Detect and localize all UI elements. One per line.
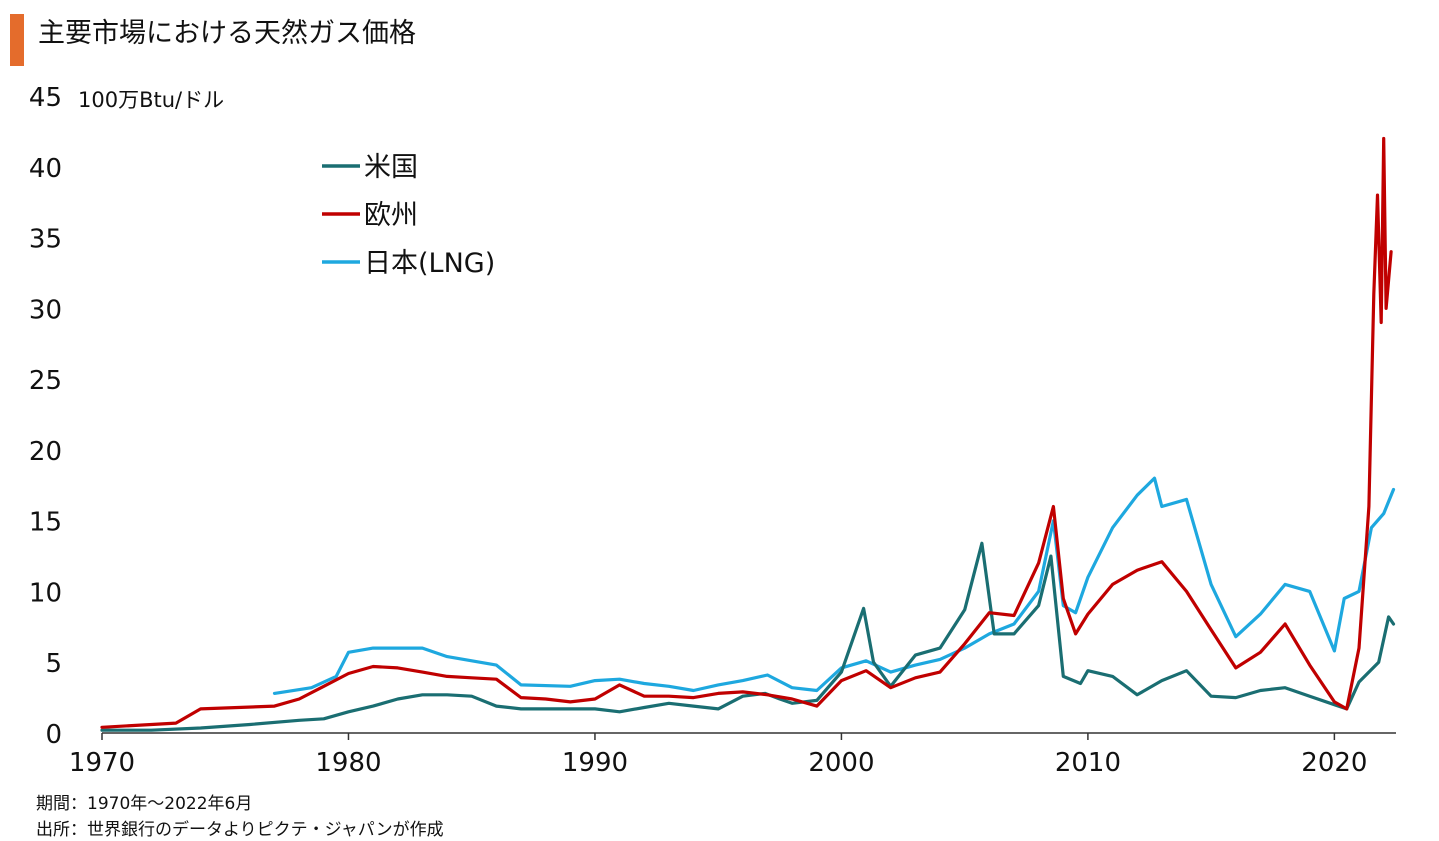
y-tick-label: 40	[29, 154, 62, 184]
y-tick-label: 45	[29, 83, 62, 113]
y-tick-label: 20	[29, 437, 62, 467]
source-note: 出所：世界銀行のデータよりピクテ・ジャパンが作成	[36, 820, 444, 840]
legend-label: 欧州	[364, 200, 418, 231]
series-lines	[100, 136, 1396, 732]
title-accent-bar	[10, 14, 24, 66]
legend-label: 日本(LNG)	[364, 248, 495, 279]
y-tick-label: 0	[45, 720, 62, 750]
y-axis: 0 5 10 15 20 25 30 35 40 45	[29, 83, 62, 750]
chart-title: 主要市場における天然ガス価格	[38, 18, 416, 49]
series-line-0	[100, 541, 1396, 732]
x-axis: 1970 1980 1990 2000 2010 2020	[69, 733, 1367, 778]
legend-label: 米国	[364, 152, 418, 183]
y-tick-label: 10	[29, 578, 62, 608]
y-axis-unit-label: 100万Btu/ドル	[78, 88, 225, 112]
x-tick-label: 1970	[69, 748, 135, 778]
y-tick-label: 15	[29, 508, 62, 538]
x-tick-label: 2000	[808, 748, 874, 778]
y-tick-label: 30	[29, 295, 62, 325]
x-tick-label: 2020	[1301, 748, 1367, 778]
y-tick-label: 25	[29, 366, 62, 396]
x-tick-label: 2010	[1055, 748, 1121, 778]
y-tick-label: 5	[45, 649, 62, 679]
y-tick-label: 35	[29, 225, 62, 255]
period-note: 期間：1970年～2022年6月	[36, 794, 253, 814]
x-tick-label: 1990	[562, 748, 628, 778]
series-line-1	[100, 136, 1393, 729]
series-line-2	[272, 476, 1396, 695]
x-tick-label: 1980	[315, 748, 381, 778]
